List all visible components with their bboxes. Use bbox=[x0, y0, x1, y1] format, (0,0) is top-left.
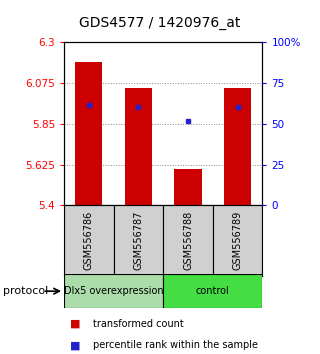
Text: Dlx5 overexpression: Dlx5 overexpression bbox=[64, 286, 164, 296]
Text: GSM556788: GSM556788 bbox=[183, 211, 193, 270]
Bar bbox=[224, 88, 251, 205]
Text: GSM556787: GSM556787 bbox=[133, 211, 143, 270]
Text: GSM556786: GSM556786 bbox=[84, 211, 94, 270]
Text: GDS4577 / 1420976_at: GDS4577 / 1420976_at bbox=[79, 16, 241, 30]
Text: ■: ■ bbox=[70, 340, 81, 350]
Text: protocol: protocol bbox=[3, 286, 48, 296]
Text: percentile rank within the sample: percentile rank within the sample bbox=[93, 340, 258, 350]
Bar bbox=[213, 205, 262, 276]
Text: ■: ■ bbox=[70, 319, 81, 329]
Bar bbox=[125, 88, 152, 205]
Bar bbox=[64, 205, 114, 276]
Bar bbox=[163, 205, 213, 276]
Text: GSM556789: GSM556789 bbox=[233, 211, 243, 270]
Bar bbox=[64, 274, 163, 308]
Text: control: control bbox=[196, 286, 230, 296]
Bar bbox=[75, 62, 102, 205]
Bar bbox=[174, 169, 202, 205]
Text: transformed count: transformed count bbox=[93, 319, 184, 329]
Bar bbox=[163, 274, 262, 308]
Bar bbox=[114, 205, 163, 276]
